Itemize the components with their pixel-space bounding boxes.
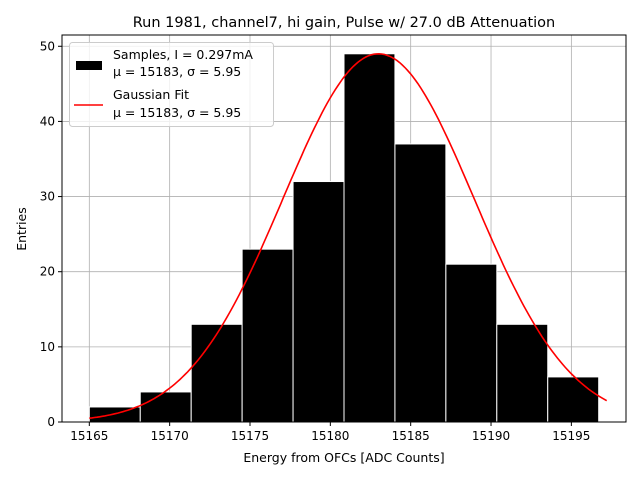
bars: [88, 53, 600, 423]
histogram-bar: [496, 323, 549, 423]
legend: Samples, I = 0.297mA μ = 15183, σ = 5.95…: [69, 42, 274, 127]
x-axis-label: Energy from OFCs [ADC Counts]: [243, 450, 444, 465]
legend-label-fit: Gaussian Fit: [113, 87, 189, 102]
legend-box: [69, 42, 274, 127]
x-tick-label: 15175: [231, 429, 269, 443]
axes-frame: [61, 34, 627, 423]
legend-label-samples-stats: μ = 15183, σ = 5.95: [113, 64, 241, 79]
chart-title: Run 1981, channel7, hi gain, Pulse w/ 27…: [133, 15, 556, 31]
x-tick-label: 15165: [70, 429, 108, 443]
y-axis-label: Entries: [14, 207, 29, 251]
x-tick-label: 15170: [151, 429, 189, 443]
x-tick-label: 15180: [311, 429, 349, 443]
x-tick-label: 15185: [392, 429, 430, 443]
x-tick-label: 15190: [472, 429, 510, 443]
legend-label-samples: Samples, I = 0.297mA: [113, 47, 253, 62]
x-tick-label: 15195: [552, 429, 590, 443]
y-tick-label: 10: [40, 340, 55, 354]
histogram-bar: [394, 143, 447, 423]
gaussian-fit-line: [89, 52, 608, 419]
y-tick-label: 40: [40, 114, 55, 128]
y-tick-label: 50: [40, 39, 55, 53]
y-tick-label: 20: [40, 265, 55, 279]
histogram-bar: [445, 263, 498, 423]
legend-label-fit-stats: μ = 15183, σ = 5.95: [113, 105, 241, 120]
histogram-bar: [343, 53, 396, 423]
histogram-bar: [292, 181, 345, 423]
histogram-bar: [139, 391, 192, 423]
histogram-bar: [547, 376, 600, 423]
y-tick-label: 30: [40, 190, 55, 204]
histogram-bar: [190, 323, 243, 423]
legend-histogram-swatch: [76, 61, 102, 70]
y-tick-label: 0: [47, 415, 55, 429]
ticks: 15165 15170 15175 15180 15185 15190 15195 0 10 20…: [40, 39, 591, 443]
fit-curve-group: [89, 52, 608, 419]
